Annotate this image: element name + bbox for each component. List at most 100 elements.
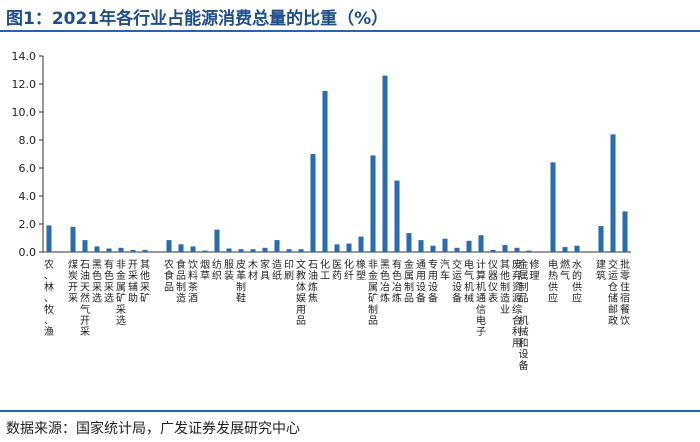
bar: [406, 233, 412, 252]
svg-text:批零住宿餐饮: 批零住宿餐饮: [620, 258, 630, 327]
svg-text:纺织: 纺织: [212, 258, 222, 282]
svg-text:仪器仪表: 仪器仪表: [488, 259, 498, 305]
category-label: 电气机械: [464, 258, 474, 305]
bar: [334, 244, 340, 252]
bar: [82, 240, 88, 252]
svg-text:印刷: 印刷: [284, 259, 294, 282]
svg-text:家具: 家具: [260, 258, 270, 282]
y-tick-label: 14.0: [12, 50, 37, 63]
category-label: 烟草: [200, 258, 210, 282]
category-label: 电热供应: [548, 258, 558, 305]
data-source: 数据来源：国家统计局，广发证券发展研究中心: [6, 421, 300, 437]
bar: [214, 229, 220, 252]
svg-text:农、林、牧、渔: 农、林、牧、渔: [44, 258, 54, 338]
svg-text:水的供应: 水的供应: [572, 259, 582, 305]
bar-layer: [46, 75, 628, 252]
bar-chart: 0.02.04.06.08.010.012.014.0 农、林、牧、渔煤炭开采石…: [12, 50, 631, 372]
svg-text:交运设备: 交运设备: [452, 258, 462, 305]
category-label: 农、林、牧、渔: [44, 258, 54, 338]
category-label: 煤炭开采: [68, 258, 78, 305]
axis-layer: 0.0 2.0 4.0 6.0 8.0 10.0 12.0 14.0: [12, 50, 631, 259]
source-bar: 数据来源：国家统计局，广发证券发展研究中心: [0, 410, 700, 442]
category-label: 其他制造业: [500, 259, 510, 316]
bar: [550, 162, 556, 252]
category-label: 非金属矿制品: [368, 259, 378, 327]
y-tick-label: 4.0: [19, 190, 37, 203]
svg-text:其他采矿: 其他采矿: [140, 259, 150, 305]
category-label: 纺织: [212, 258, 222, 282]
svg-text:通用设备: 通用设备: [416, 259, 426, 305]
svg-text:废弃资源综合利用: 废弃资源综合利用: [512, 258, 522, 349]
bar: [346, 243, 352, 252]
category-label: 石油炼焦: [308, 260, 318, 305]
category-label: 化工: [320, 258, 330, 282]
category-label: 计算机通信电子: [476, 258, 486, 338]
bar: [598, 226, 604, 252]
bar: [514, 247, 520, 252]
svg-text:农食品: 农食品: [164, 258, 174, 293]
category-label: 建筑: [596, 258, 606, 282]
category-label-layer: 农、林、牧、渔 煤炭开采石油天然气开采黑色采选有色采选非金属矿采选开采辅助其他采矿…: [44, 258, 630, 372]
category-label: 交运仓储邮政: [608, 258, 618, 327]
svg-text:电热供应: 电热供应: [548, 258, 558, 305]
svg-text:电气机械: 电气机械: [464, 258, 474, 305]
bar: [370, 155, 376, 252]
bar: [442, 238, 448, 252]
svg-text:医药: 医药: [332, 259, 342, 282]
svg-text:交运仓储邮政: 交运仓储邮政: [608, 258, 618, 327]
bar: [490, 249, 496, 252]
svg-text:饮料茶酒: 饮料茶酒: [188, 258, 198, 305]
category-label: 汽车: [440, 258, 450, 282]
bar: [454, 247, 460, 252]
bar: [94, 246, 100, 252]
svg-text:非金属矿采选: 非金属矿采选: [116, 259, 126, 327]
category-label: 饮料茶酒: [188, 258, 198, 305]
bar: [358, 236, 364, 252]
svg-text:专用设备: 专用设备: [428, 258, 438, 305]
category-label: 废弃资源综合利用: [512, 258, 522, 349]
svg-text:非金属矿制品: 非金属矿制品: [368, 259, 378, 327]
svg-text:燃气: 燃气: [560, 258, 570, 282]
svg-text:开采辅助: 开采辅助: [128, 260, 138, 305]
category-label: 仪器仪表: [488, 259, 498, 305]
y-tick-label: 0.0: [19, 246, 37, 259]
y-tick-label: 2.0: [19, 218, 37, 231]
svg-text:有色采选: 有色采选: [104, 258, 114, 305]
category-label: 服装: [224, 259, 234, 282]
svg-text:服装: 服装: [224, 259, 234, 282]
bar: [298, 249, 304, 252]
svg-text:造纸: 造纸: [272, 258, 282, 282]
svg-text:化纤: 化纤: [344, 258, 354, 282]
bar: [610, 134, 616, 252]
bar: [574, 245, 580, 252]
category-label: 黑色采选: [92, 259, 102, 305]
bar: [70, 226, 76, 252]
bar: [238, 249, 244, 252]
category-label: 通用设备: [416, 259, 426, 305]
bar: [310, 154, 316, 252]
category-label: 金属制品: [404, 258, 414, 305]
bar: [430, 245, 436, 252]
bar: [562, 247, 568, 252]
bar: [526, 250, 532, 252]
svg-text:橡塑: 橡塑: [356, 258, 366, 282]
svg-text:石油天然气开采: 石油天然气开采: [80, 260, 90, 338]
category-label: 交运设备: [452, 258, 462, 305]
bar: [394, 180, 400, 252]
svg-text:文教体娱用品: 文教体娱用品: [296, 258, 306, 327]
bar: [166, 240, 172, 252]
svg-text:金属制品、机械和设备修理: 金属制品、机械和设备修理: [519, 258, 540, 372]
bar: [130, 249, 136, 252]
svg-text:皮革制鞋: 皮革制鞋: [236, 258, 246, 305]
bar: [466, 240, 472, 252]
svg-text:黑色采选: 黑色采选: [92, 259, 102, 305]
category-label: 有色冶炼: [392, 258, 402, 305]
svg-text:石油炼焦: 石油炼焦: [308, 260, 318, 305]
category-label: 批零住宿餐饮: [620, 258, 630, 327]
bar: [142, 249, 148, 252]
y-tick-label: 10.0: [12, 106, 37, 119]
bar: [202, 250, 208, 252]
bar: [502, 245, 508, 252]
svg-text:木材: 木材: [248, 259, 258, 282]
category-label: 开采辅助: [128, 260, 138, 305]
